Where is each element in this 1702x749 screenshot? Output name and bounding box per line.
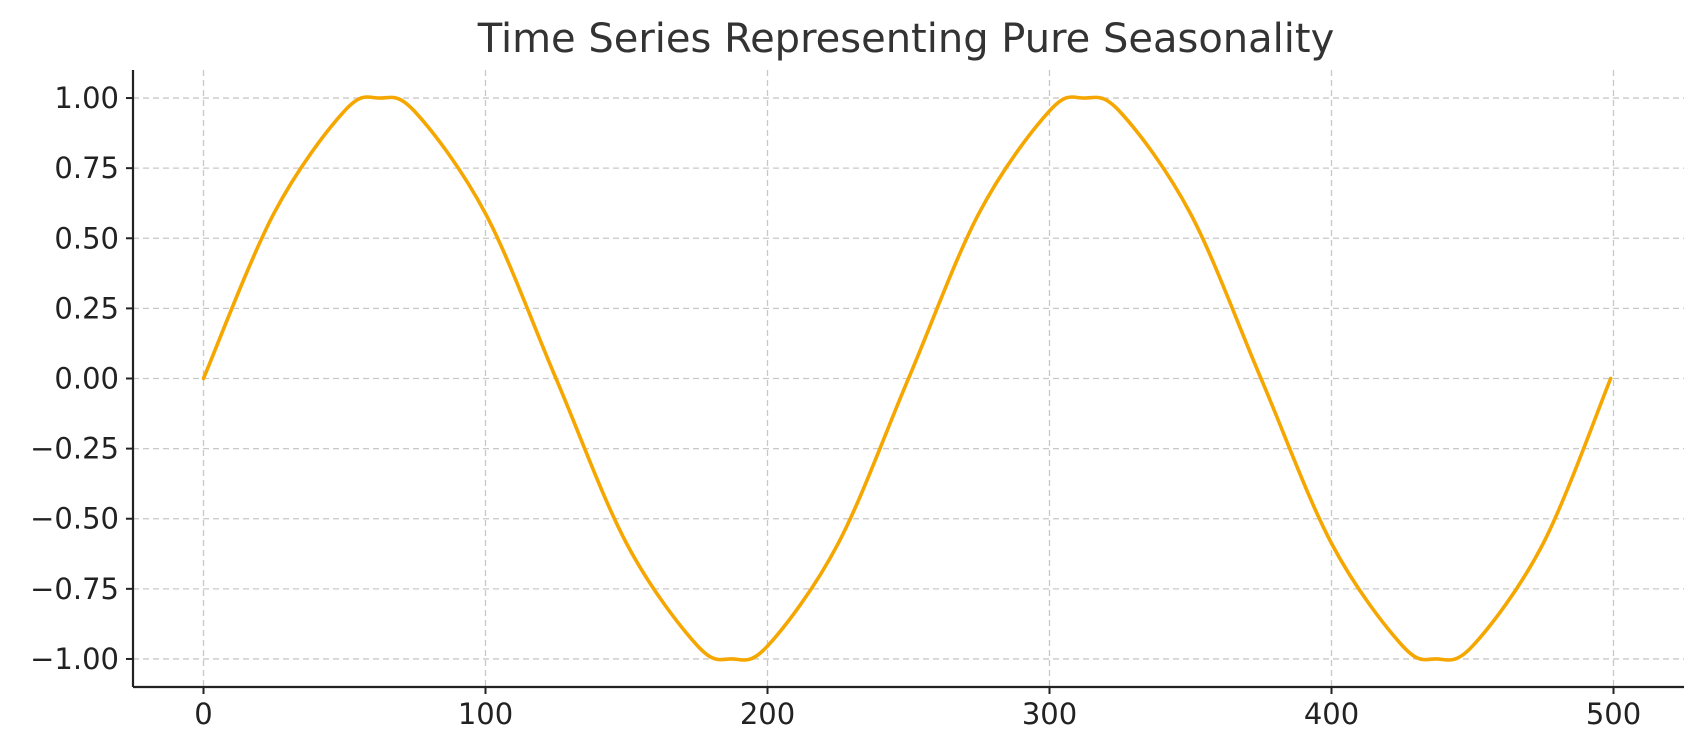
series-layer — [201, 95, 1613, 662]
y-tick-label: 0.75 — [54, 151, 119, 185]
x-tick-label: 200 — [740, 697, 795, 731]
y-tick-label: 0.00 — [54, 362, 119, 396]
x-tick-label: 0 — [194, 697, 212, 731]
series-line — [201, 95, 1613, 662]
x-tick-label: 500 — [1586, 697, 1641, 731]
y-tick-label: −1.00 — [30, 642, 119, 676]
x-tick-label: 400 — [1304, 697, 1359, 731]
chart-title: Time Series Representing Pure Seasonalit… — [477, 16, 1334, 62]
y-tick-label: 0.50 — [54, 221, 119, 255]
y-tick-label: −0.50 — [30, 502, 119, 536]
x-tick-label: 300 — [1022, 697, 1077, 731]
ticks: 0 100 200 300 400 500 1.00 0.75 0.50 0.25 0.00 −0.2… — [30, 81, 1641, 731]
y-tick-label: 0.25 — [54, 291, 119, 325]
y-tick-label: −0.75 — [30, 572, 119, 606]
y-tick-label: −0.25 — [30, 432, 119, 466]
y-tick-label: 1.00 — [54, 81, 119, 115]
x-tick-label: 100 — [458, 697, 513, 731]
